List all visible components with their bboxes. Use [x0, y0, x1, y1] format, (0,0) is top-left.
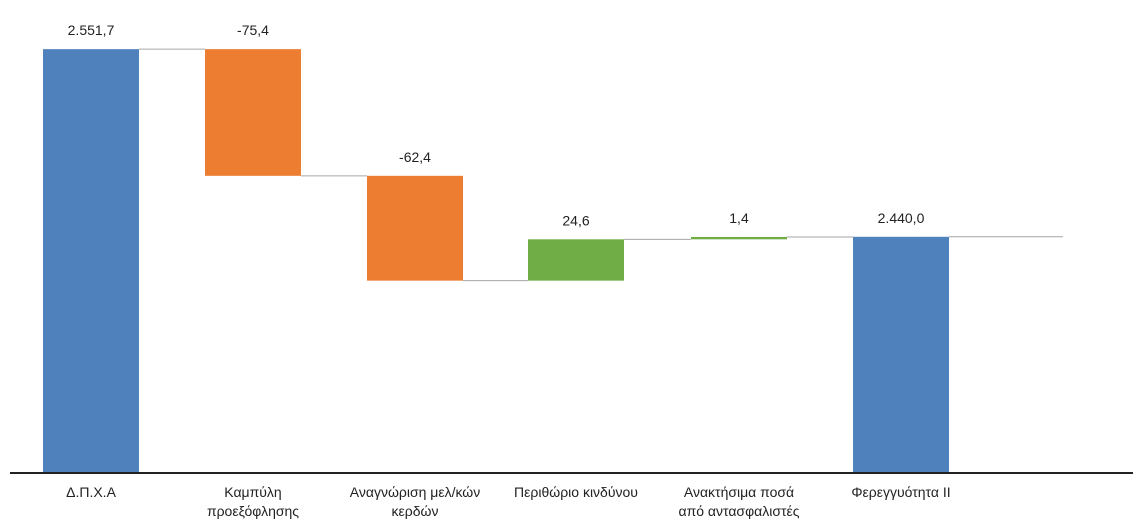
- category-label-6: Φερεγγυότητα ΙΙ: [851, 484, 950, 500]
- value-label-5: 1,4: [729, 210, 749, 226]
- category-label-5: Ανακτήσιμα ποσά από αντασφαλιστές: [678, 484, 799, 519]
- category-label-line: προεξόφλησης: [207, 503, 299, 519]
- category-label-3: Αναγνώριση μελ/κών κερδών: [350, 484, 480, 519]
- category-label-line: Περιθώριο κινδύνου: [514, 484, 638, 500]
- connector-lines: [139, 48, 1063, 282]
- bar-2: [205, 49, 301, 176]
- bar-3: [367, 175, 463, 281]
- value-label-3: -62,4: [399, 149, 431, 165]
- category-label-line: Καμπύλη: [224, 484, 281, 500]
- category-label-line: κερδών: [392, 503, 439, 519]
- category-label-1: Δ.Π.Χ.Α: [66, 484, 116, 500]
- bar-4: [528, 239, 624, 281]
- category-label-line: Δ.Π.Χ.Α: [66, 484, 116, 500]
- value-label-2: -75,4: [237, 22, 269, 38]
- value-label-6: 2.440,0: [878, 210, 925, 226]
- value-labels-group: 2.551,7 -75,4 -62,4 24,6 1,4 2.440,0: [68, 22, 925, 228]
- category-label-line: από αντασφαλιστές: [678, 503, 799, 519]
- category-label-line: Φερεγγυότητα ΙΙ: [851, 484, 950, 500]
- category-labels-group: Δ.Π.Χ.Α Καμπύλη προεξόφλησης Αναγνώριση μελ…: [66, 484, 951, 519]
- bar-6: [853, 236, 949, 472]
- bar-5: [691, 236, 787, 240]
- category-label-line: Αναγνώριση μελ/κών: [350, 484, 480, 500]
- category-label-4: Περιθώριο κινδύνου: [514, 484, 638, 500]
- category-label-2: Καμπύλη προεξόφλησης: [207, 484, 299, 519]
- value-label-1: 2.551,7: [68, 22, 115, 38]
- bar-1: [43, 49, 139, 472]
- bars-group: [43, 49, 949, 472]
- value-label-4: 24,6: [562, 212, 589, 228]
- category-label-line: Ανακτήσιμα ποσά: [684, 484, 794, 500]
